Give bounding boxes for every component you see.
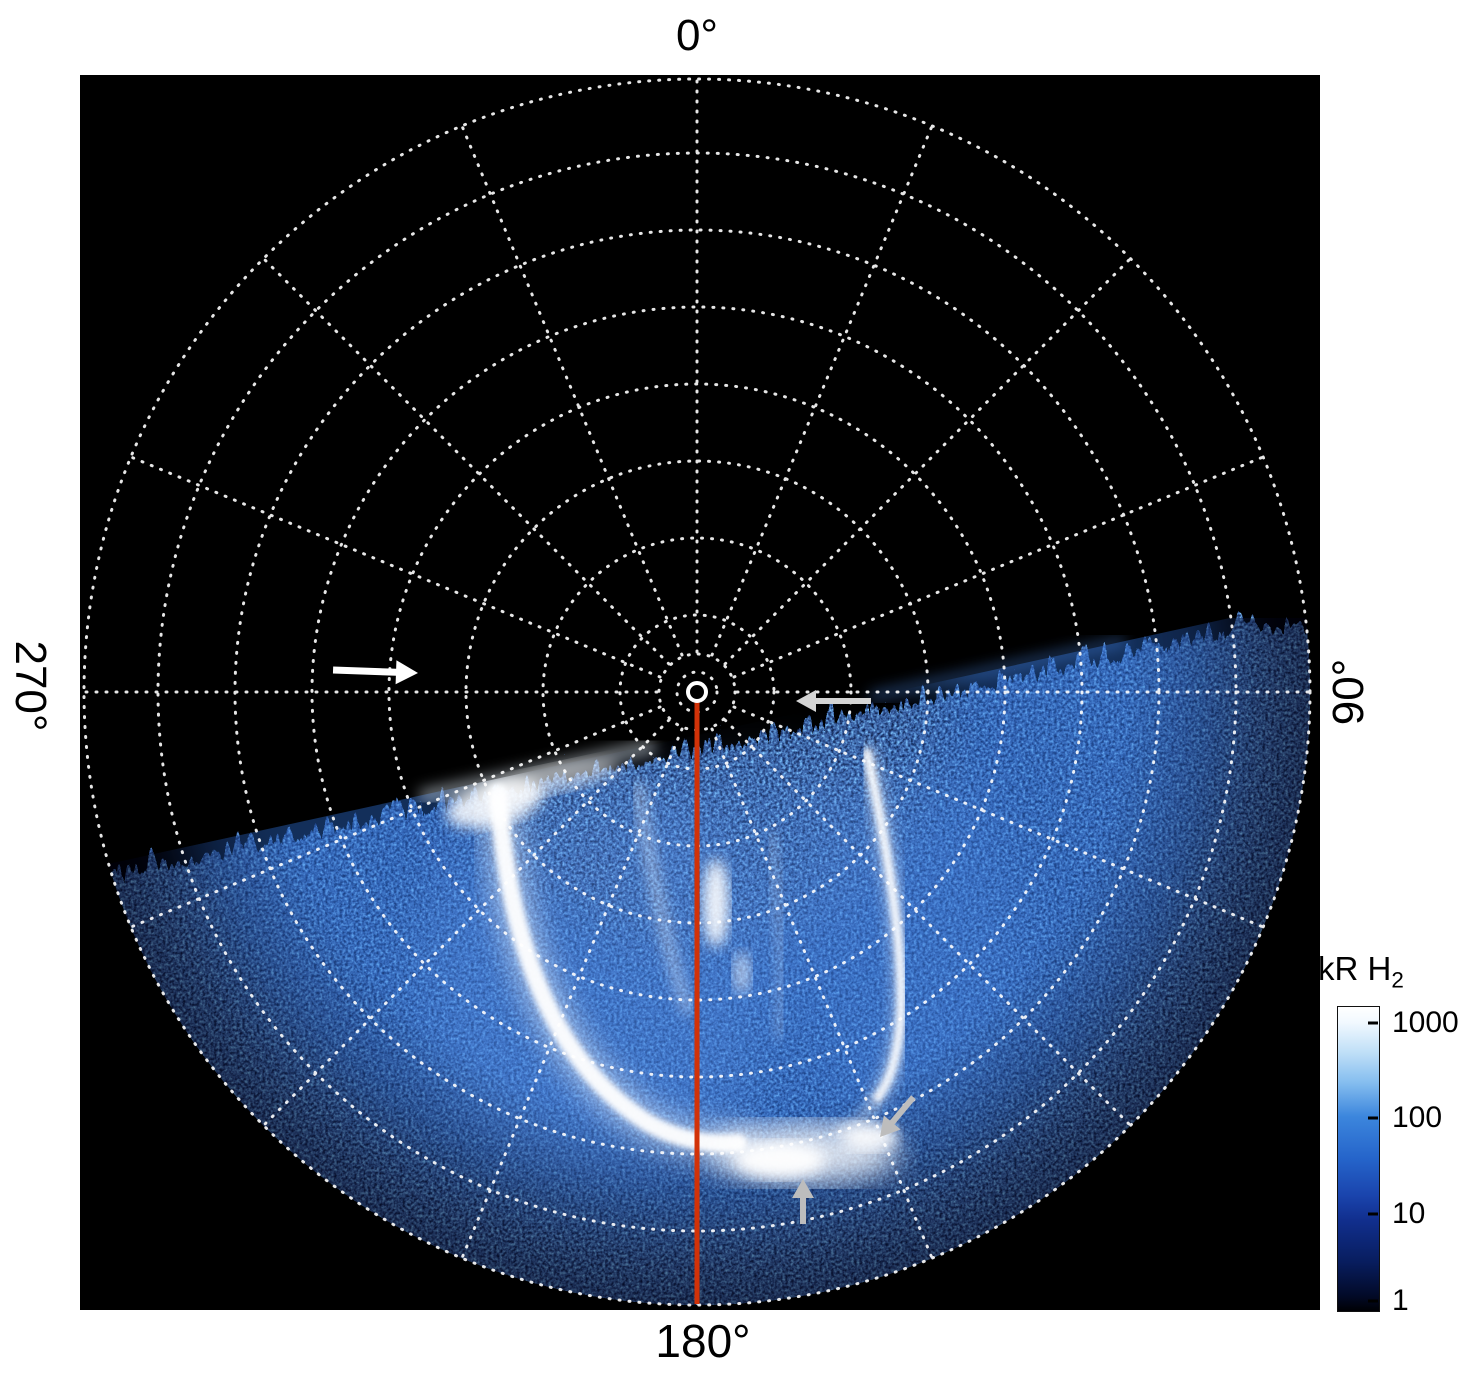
colorbar-tick-mark-100: [1368, 1116, 1378, 1120]
gray-arrow-terminator: [796, 690, 871, 712]
colorbar-tick-mark-1000: [1368, 1021, 1378, 1025]
faint-middle-arc: [766, 831, 786, 1039]
polar-emission-streak-2: [733, 951, 751, 995]
colorbar-tick-mark-1: [1368, 1299, 1378, 1303]
angle-label-top: 0°: [675, 11, 719, 60]
polar-grid: [82, 77, 1312, 1307]
colorbar-tick-label-10: 10: [1392, 1197, 1426, 1230]
terminator-edge-blue: [868, 636, 1127, 702]
colorbar-tick-label-1: 1: [1392, 1284, 1409, 1317]
polar-emission-streak: [703, 859, 729, 947]
terminator-edge-white-bright: [481, 760, 619, 800]
bright-spot-core-1: [735, 1142, 825, 1178]
gray-arrow-spot-1: [880, 1095, 916, 1137]
colorbar-tick-label-1000: 1000: [1392, 1006, 1459, 1039]
pole-marker: [686, 681, 708, 703]
colorbar-gradient: [1337, 1006, 1380, 1312]
angle-label-bottom: 180°: [655, 1315, 751, 1367]
figure-plot-area: [80, 75, 1320, 1310]
dawn-arc: [862, 748, 906, 1102]
colorbar-title-sub: 2: [1391, 967, 1404, 993]
gray-arrow-spot-2: [792, 1179, 814, 1224]
colorbar-tick-mark-10: [1368, 1212, 1378, 1216]
angle-label-left: 270°: [6, 640, 55, 732]
secondary-arc: [633, 782, 693, 1015]
angle-label-right: 90°: [1324, 658, 1373, 726]
colorbar-title-main: kR H: [1318, 950, 1392, 987]
white-arrow: [332, 660, 418, 685]
polar-plot-svg: [82, 77, 1312, 1307]
colorbar-tick-label-100: 100: [1392, 1101, 1443, 1134]
colorbar-title: kR H2: [1318, 952, 1404, 992]
